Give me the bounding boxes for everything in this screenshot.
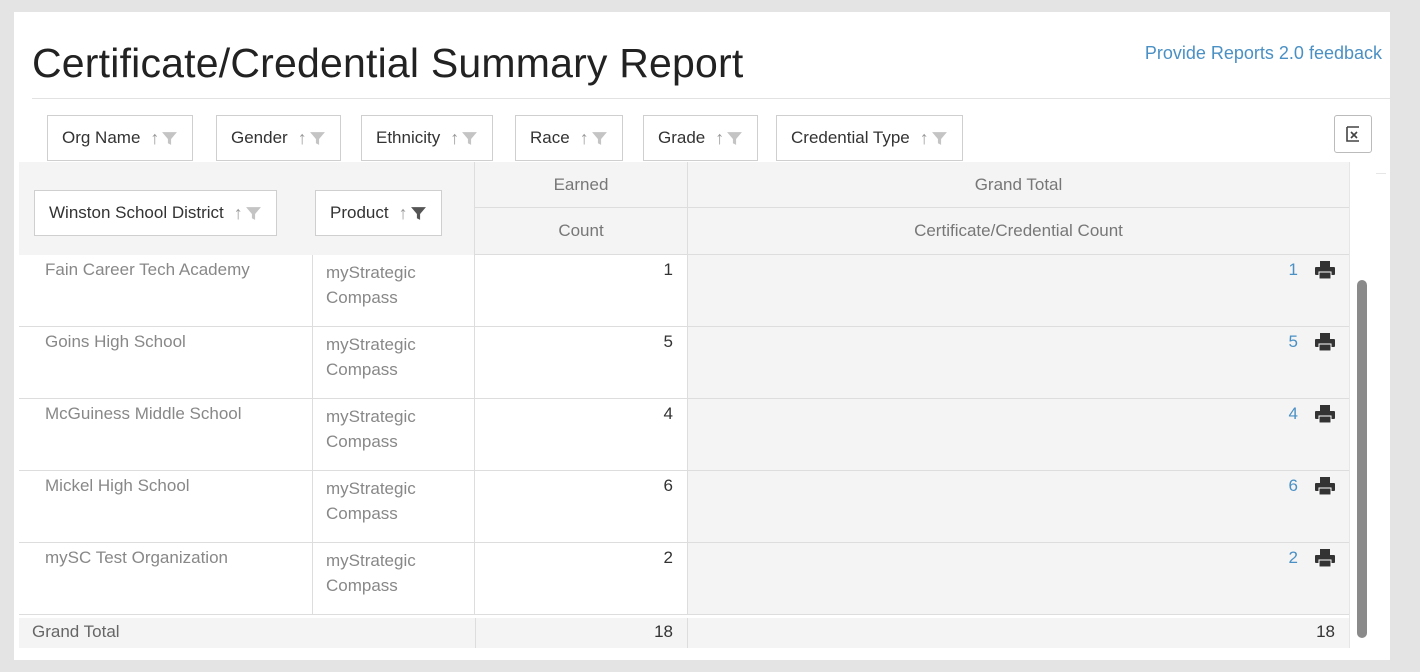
filter-label: Ethnicity [376,128,441,147]
divider [32,98,1390,99]
total-count-link[interactable]: 6 [1288,476,1298,495]
org-name-cell: Goins High School [19,327,313,398]
print-icon[interactable] [1315,333,1335,351]
total-count-link[interactable]: 5 [1288,332,1298,351]
filter-funnel-icon[interactable] [245,205,262,222]
clear-filters-button[interactable] [1334,115,1372,153]
product-cell: myStrategic Compass [313,327,475,398]
feedback-link[interactable]: Provide Reports 2.0 feedback [1144,43,1382,63]
filter-funnel-icon[interactable] [461,130,478,147]
page-title: Certificate/Credential Summary Report [32,40,744,86]
filter-label: Grade [658,128,706,147]
product-line: myStrategic [326,551,416,570]
filter-funnel-icon[interactable] [931,130,948,147]
grand-total-cell: 5 [688,327,1349,398]
grand-total-label: Grand Total [32,622,120,641]
org-name-cell: mySC Test Organization [19,543,313,614]
print-icon[interactable] [1315,477,1335,495]
filter-funnel-icon[interactable] [726,130,743,147]
grand-total-cell: 6 [688,471,1349,542]
earned-count-cell: 4 [475,399,688,470]
org-name-cell: Mickel High School [19,471,313,542]
sort-arrow-icon[interactable]: ↑ [398,202,408,223]
grand-total-earned: 18 [475,618,688,648]
table-row: Goins High School myStrategic Compass 5 5 [19,327,1349,399]
filter-funnel-icon-active[interactable] [410,205,427,222]
total-count-link[interactable]: 1 [1288,260,1298,279]
sort-arrow-icon[interactable]: ↑ [715,127,725,148]
row-field-label: Product [330,203,389,222]
row-field-pill-product[interactable]: Product ↑ [315,190,442,236]
filter-pill-ethnicity[interactable]: Ethnicity ↑ [361,115,494,161]
filter-pill-grade[interactable]: Grade ↑ [643,115,759,161]
sort-arrow-icon[interactable]: ↑ [297,127,307,148]
filter-label: Org Name [62,128,141,147]
row-field-label: Winston School District [49,203,224,222]
scrollbar-thumb[interactable] [1357,280,1367,638]
earned-count-cell: 1 [475,255,688,326]
product-line: myStrategic [326,335,416,354]
sort-arrow-icon[interactable]: ↑ [450,127,460,148]
product-cell: myStrategic Compass [313,543,475,614]
print-icon[interactable] [1315,549,1335,567]
earned-count-cell: 5 [475,327,688,398]
product-line: myStrategic [326,407,416,426]
table-row: Mickel High School myStrategic Compass 6 … [19,471,1349,543]
filter-funnel-icon[interactable] [591,130,608,147]
filter-label: Credential Type [791,128,910,147]
total-count-link[interactable]: 4 [1288,404,1298,423]
product-cell: myStrategic Compass [313,255,475,326]
clear-filter-icon [1346,126,1359,142]
sort-arrow-icon[interactable]: ↑ [233,202,243,223]
filter-pill-credential-type[interactable]: Credential Type ↑ [776,115,963,161]
product-line: myStrategic [326,263,416,282]
table-row: McGuiness Middle School myStrategic Compa… [19,399,1349,471]
column-subheader-credential-count: Certificate/Credential Count [688,208,1349,255]
column-subheader-count: Count [475,208,688,255]
grand-total-row: Grand Total 18 18 [19,618,1349,648]
earned-count-cell: 6 [475,471,688,542]
org-name-cell: McGuiness Middle School [19,399,313,470]
total-count-link[interactable]: 2 [1288,548,1298,567]
filter-bar: Org Name ↑ Gender ↑ Ethnicity ↑ Race ↑ G… [32,99,1386,174]
row-field-pill-district[interactable]: Winston School District ↑ [34,190,277,236]
product-line: Compass [326,576,398,595]
grand-total-cell: 2 [688,543,1349,614]
column-header-earned[interactable]: Earned [475,162,688,208]
product-line: Compass [326,288,398,307]
earned-count-cell: 2 [475,543,688,614]
column-header-grand-total[interactable]: Grand Total [688,162,1349,208]
filter-pill-org-name[interactable]: Org Name ↑ [47,115,194,161]
filter-label: Race [530,128,570,147]
sort-arrow-icon[interactable]: ↑ [579,127,589,148]
grand-total-cell: 1 [688,255,1349,326]
grand-total-cell: 4 [688,399,1349,470]
product-cell: myStrategic Compass [313,399,475,470]
print-icon[interactable] [1315,405,1335,423]
filter-label: Gender [231,128,288,147]
product-line: Compass [326,360,398,379]
pivot-table: Winston School District ↑ Product ↑ Earn… [19,162,1349,648]
sort-arrow-icon[interactable]: ↑ [919,127,929,148]
table-row: Fain Career Tech Academy myStrategic Comp… [19,255,1349,327]
row-fields-header: Winston School District ↑ Product ↑ [19,162,475,255]
product-line: Compass [326,432,398,451]
product-line: myStrategic [326,479,416,498]
product-cell: myStrategic Compass [313,471,475,542]
filter-pill-race[interactable]: Race ↑ [515,115,623,161]
filter-funnel-icon[interactable] [309,130,326,147]
grand-total-count: 18 [1316,622,1335,641]
sort-arrow-icon[interactable]: ↑ [150,127,160,148]
table-row: mySC Test Organization myStrategic Compas… [19,543,1349,615]
filter-funnel-icon[interactable] [161,130,178,147]
product-line: Compass [326,504,398,523]
org-name-cell: Fain Career Tech Academy [19,255,313,326]
filter-pill-gender[interactable]: Gender ↑ [216,115,341,161]
print-icon[interactable] [1315,261,1335,279]
